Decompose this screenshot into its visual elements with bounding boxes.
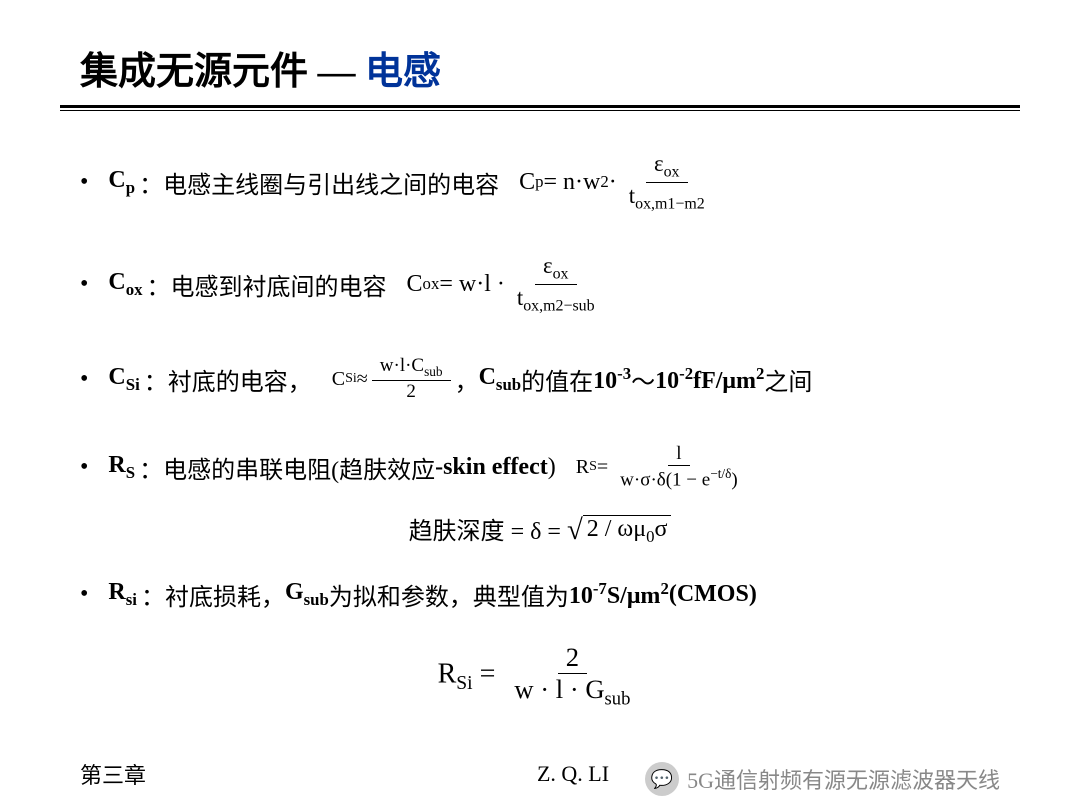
formula-cp: Cp = n·w2 · εox tox,m1−m2	[519, 151, 717, 213]
bullet-rsi: Rsi ：衬底损耗， Gsub 为拟和参数，典型值为 10-7 S/μm2 (C…	[80, 577, 1020, 612]
bullet-rs: RS ：电感的串联电阻(趋肤效应-skin effect) RS = l w·σ…	[80, 443, 1020, 491]
watermark-text: 5G通信射频有源无源滤波器天线	[687, 763, 1000, 795]
footer-left: 第三章	[80, 758, 146, 790]
bullet-cox: Cox ：电感到衬底间的电容 Cox = w·l · εox tox,m2−su…	[80, 253, 1020, 315]
bullet-cp: Cp ：电感主线圈与引出线之间的电容 Cp = n·w2 · εox tox,m…	[80, 151, 1020, 213]
title-rule-thin	[60, 110, 1020, 111]
title-prefix: 集成无源元件 —	[80, 51, 365, 93]
skin-depth-formula: 趋肤深度 = δ = √ 2 / ωμ0σ	[60, 511, 1020, 547]
bullet-list-2: Rsi ：衬底损耗， Gsub 为拟和参数，典型值为 10-7 S/μm2 (C…	[60, 577, 1020, 612]
watermark: 💬 5G通信射频有源无源滤波器天线	[645, 762, 1000, 796]
bullet-csi: CSi ：衬底的电容， CSi ≈ w·l·Csub 2 ， Csub 的值在 …	[80, 355, 1020, 403]
formula-cox: Cox = w·l · εox tox,m2−sub	[407, 253, 607, 315]
formula-rsi: RSi = 2 w · l · Gsub	[60, 642, 1020, 710]
wechat-icon: 💬	[645, 762, 679, 796]
title-accent: 电感	[365, 51, 441, 93]
title-rule-thick	[60, 105, 1020, 108]
bullet-list: Cp ：电感主线圈与引出线之间的电容 Cp = n·w2 · εox tox,m…	[60, 151, 1020, 491]
slide-title: 集成无源元件 — 电感	[80, 40, 1020, 95]
formula-rs: RS = l w·σ·δ(1 − e−t/δ)	[576, 443, 750, 491]
sqrt-icon: √	[567, 514, 583, 547]
formula-csi: CSi ≈ w·l·Csub 2	[332, 355, 455, 403]
footer-center: Z. Q. LI	[537, 761, 609, 787]
